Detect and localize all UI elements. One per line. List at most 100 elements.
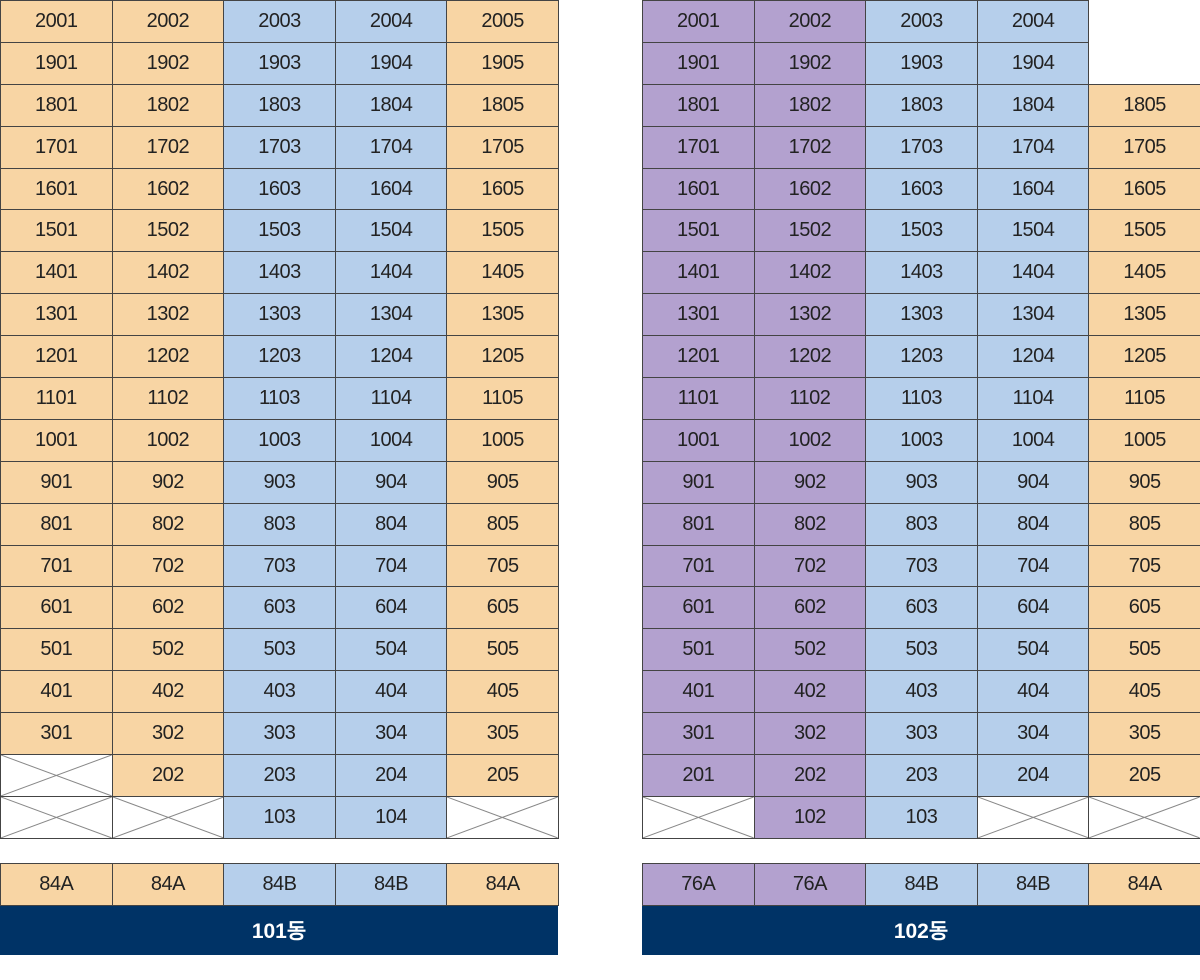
unit-cell: 404 xyxy=(334,670,448,714)
unit-cell: 1302 xyxy=(753,293,867,337)
unit-cell: 1801 xyxy=(642,83,755,127)
unit-cell: 1701 xyxy=(642,125,755,169)
unit-cell: 405 xyxy=(1088,670,1200,714)
unit-cell: 2004 xyxy=(976,0,1090,43)
cross-mark-icon xyxy=(643,797,754,838)
unit-cell: 1104 xyxy=(334,377,448,420)
unavailable-unit-cell xyxy=(111,795,225,839)
unit-cell: 504 xyxy=(976,628,1090,672)
unit-cell: 1602 xyxy=(111,167,225,211)
unit-cell: 303 xyxy=(223,712,336,756)
unit-cell: 903 xyxy=(865,460,978,504)
unit-cell: 1704 xyxy=(976,125,1090,169)
unit-cell: 1702 xyxy=(111,125,225,169)
unit-cell: 402 xyxy=(111,670,225,714)
unit-cell: 904 xyxy=(976,460,1090,504)
unit-cell: 405 xyxy=(446,670,559,714)
unit-cell: 1701 xyxy=(0,125,113,169)
cross-mark-icon xyxy=(113,797,224,838)
unit-cell: 1902 xyxy=(111,41,225,85)
unit-cell: 605 xyxy=(446,586,559,630)
unit-cell: 705 xyxy=(446,544,559,588)
unit-cell: 1604 xyxy=(334,167,448,211)
unit-cell: 1005 xyxy=(1088,418,1200,462)
unit-cell: 2002 xyxy=(753,0,867,43)
unit-cell: 1105 xyxy=(1088,377,1200,420)
unit-cell: 1703 xyxy=(865,125,978,169)
unit-cell: 902 xyxy=(111,460,225,504)
unit-cell: 501 xyxy=(642,628,755,672)
unit-cell: 601 xyxy=(642,586,755,630)
unit-cell: 1203 xyxy=(865,335,978,379)
unit-cell: 2003 xyxy=(223,0,336,43)
unit-cell: 1603 xyxy=(865,167,978,211)
unit-type-row: 76A 76A 84B 84B 84A xyxy=(642,862,1200,906)
unit-cell: 1001 xyxy=(0,418,113,462)
unit-cell: 403 xyxy=(223,670,336,714)
unit-cell: 501 xyxy=(0,628,113,672)
unit-cell: 1302 xyxy=(111,293,225,337)
unit-cell: 203 xyxy=(865,754,978,797)
unit-type-cell: 84B xyxy=(976,862,1090,906)
unit-cell: 1802 xyxy=(753,83,867,127)
unit-cell: 801 xyxy=(0,502,113,546)
unit-cell: 502 xyxy=(111,628,225,672)
unit-cell: 401 xyxy=(642,670,755,714)
unit-cell: 704 xyxy=(334,544,448,588)
unit-type-row: 84A 84A 84B 84B 84A xyxy=(0,862,559,906)
unavailable-unit-cell xyxy=(976,795,1090,839)
unit-type-cell: 76A xyxy=(753,862,867,906)
unit-cell: 1802 xyxy=(111,83,225,127)
unit-cell: 1201 xyxy=(642,335,755,379)
unit-cell: 1903 xyxy=(865,41,978,85)
unit-cell: 603 xyxy=(865,586,978,630)
unit-cell: 903 xyxy=(223,460,336,504)
unit-cell: 702 xyxy=(753,544,867,588)
unit-cell: 804 xyxy=(334,502,448,546)
unit-cell: 1804 xyxy=(976,83,1090,127)
unit-cell: 1803 xyxy=(223,83,336,127)
unit-cell: 1605 xyxy=(1088,167,1200,211)
unit-cell: 1202 xyxy=(111,335,225,379)
unit-cell: 505 xyxy=(1088,628,1200,672)
unit-cell: 604 xyxy=(334,586,448,630)
unit-cell: 102 xyxy=(753,795,867,839)
unit-cell: 601 xyxy=(0,586,113,630)
unit-cell: 1801 xyxy=(0,83,113,127)
unit-cell: 205 xyxy=(1088,754,1200,797)
unit-type-cell: 84B xyxy=(223,862,336,906)
unit-cell: 1403 xyxy=(865,251,978,295)
unit-cell: 804 xyxy=(976,502,1090,546)
unit-cell: 1202 xyxy=(753,335,867,379)
unit-cell: 1102 xyxy=(111,377,225,420)
unit-cell: 1305 xyxy=(446,293,559,337)
unit-cell: 802 xyxy=(753,502,867,546)
cross-mark-icon xyxy=(447,797,558,838)
unit-cell: 502 xyxy=(753,628,867,672)
unit-cell: 1103 xyxy=(865,377,978,420)
unit-cell: 1004 xyxy=(334,418,448,462)
unit-cell: 1103 xyxy=(223,377,336,420)
unit-cell: 1505 xyxy=(1088,209,1200,253)
unit-cell: 1901 xyxy=(0,41,113,85)
unit-cell: 503 xyxy=(223,628,336,672)
unavailable-unit-cell xyxy=(1088,795,1200,839)
unit-cell: 505 xyxy=(446,628,559,672)
unit-type-cell: 84A xyxy=(0,862,113,906)
unavailable-unit-cell xyxy=(446,795,559,839)
unit-cell: 403 xyxy=(865,670,978,714)
unit-cell: 2004 xyxy=(334,0,448,43)
cross-mark-icon xyxy=(978,797,1089,838)
unit-cell: 1304 xyxy=(334,293,448,337)
building-label: 102동 xyxy=(642,904,1200,955)
unit-cell: 1405 xyxy=(446,251,559,295)
unit-cell: 2001 xyxy=(642,0,755,43)
unit-cell: 905 xyxy=(446,460,559,504)
no-unit-space xyxy=(1088,42,1200,85)
unit-cell: 603 xyxy=(223,586,336,630)
cross-mark-icon xyxy=(1,797,112,838)
unit-cell: 1404 xyxy=(976,251,1090,295)
unit-cell: 1402 xyxy=(753,251,867,295)
unit-type-cell: 84A xyxy=(111,862,225,906)
unavailable-unit-cell xyxy=(0,795,113,839)
